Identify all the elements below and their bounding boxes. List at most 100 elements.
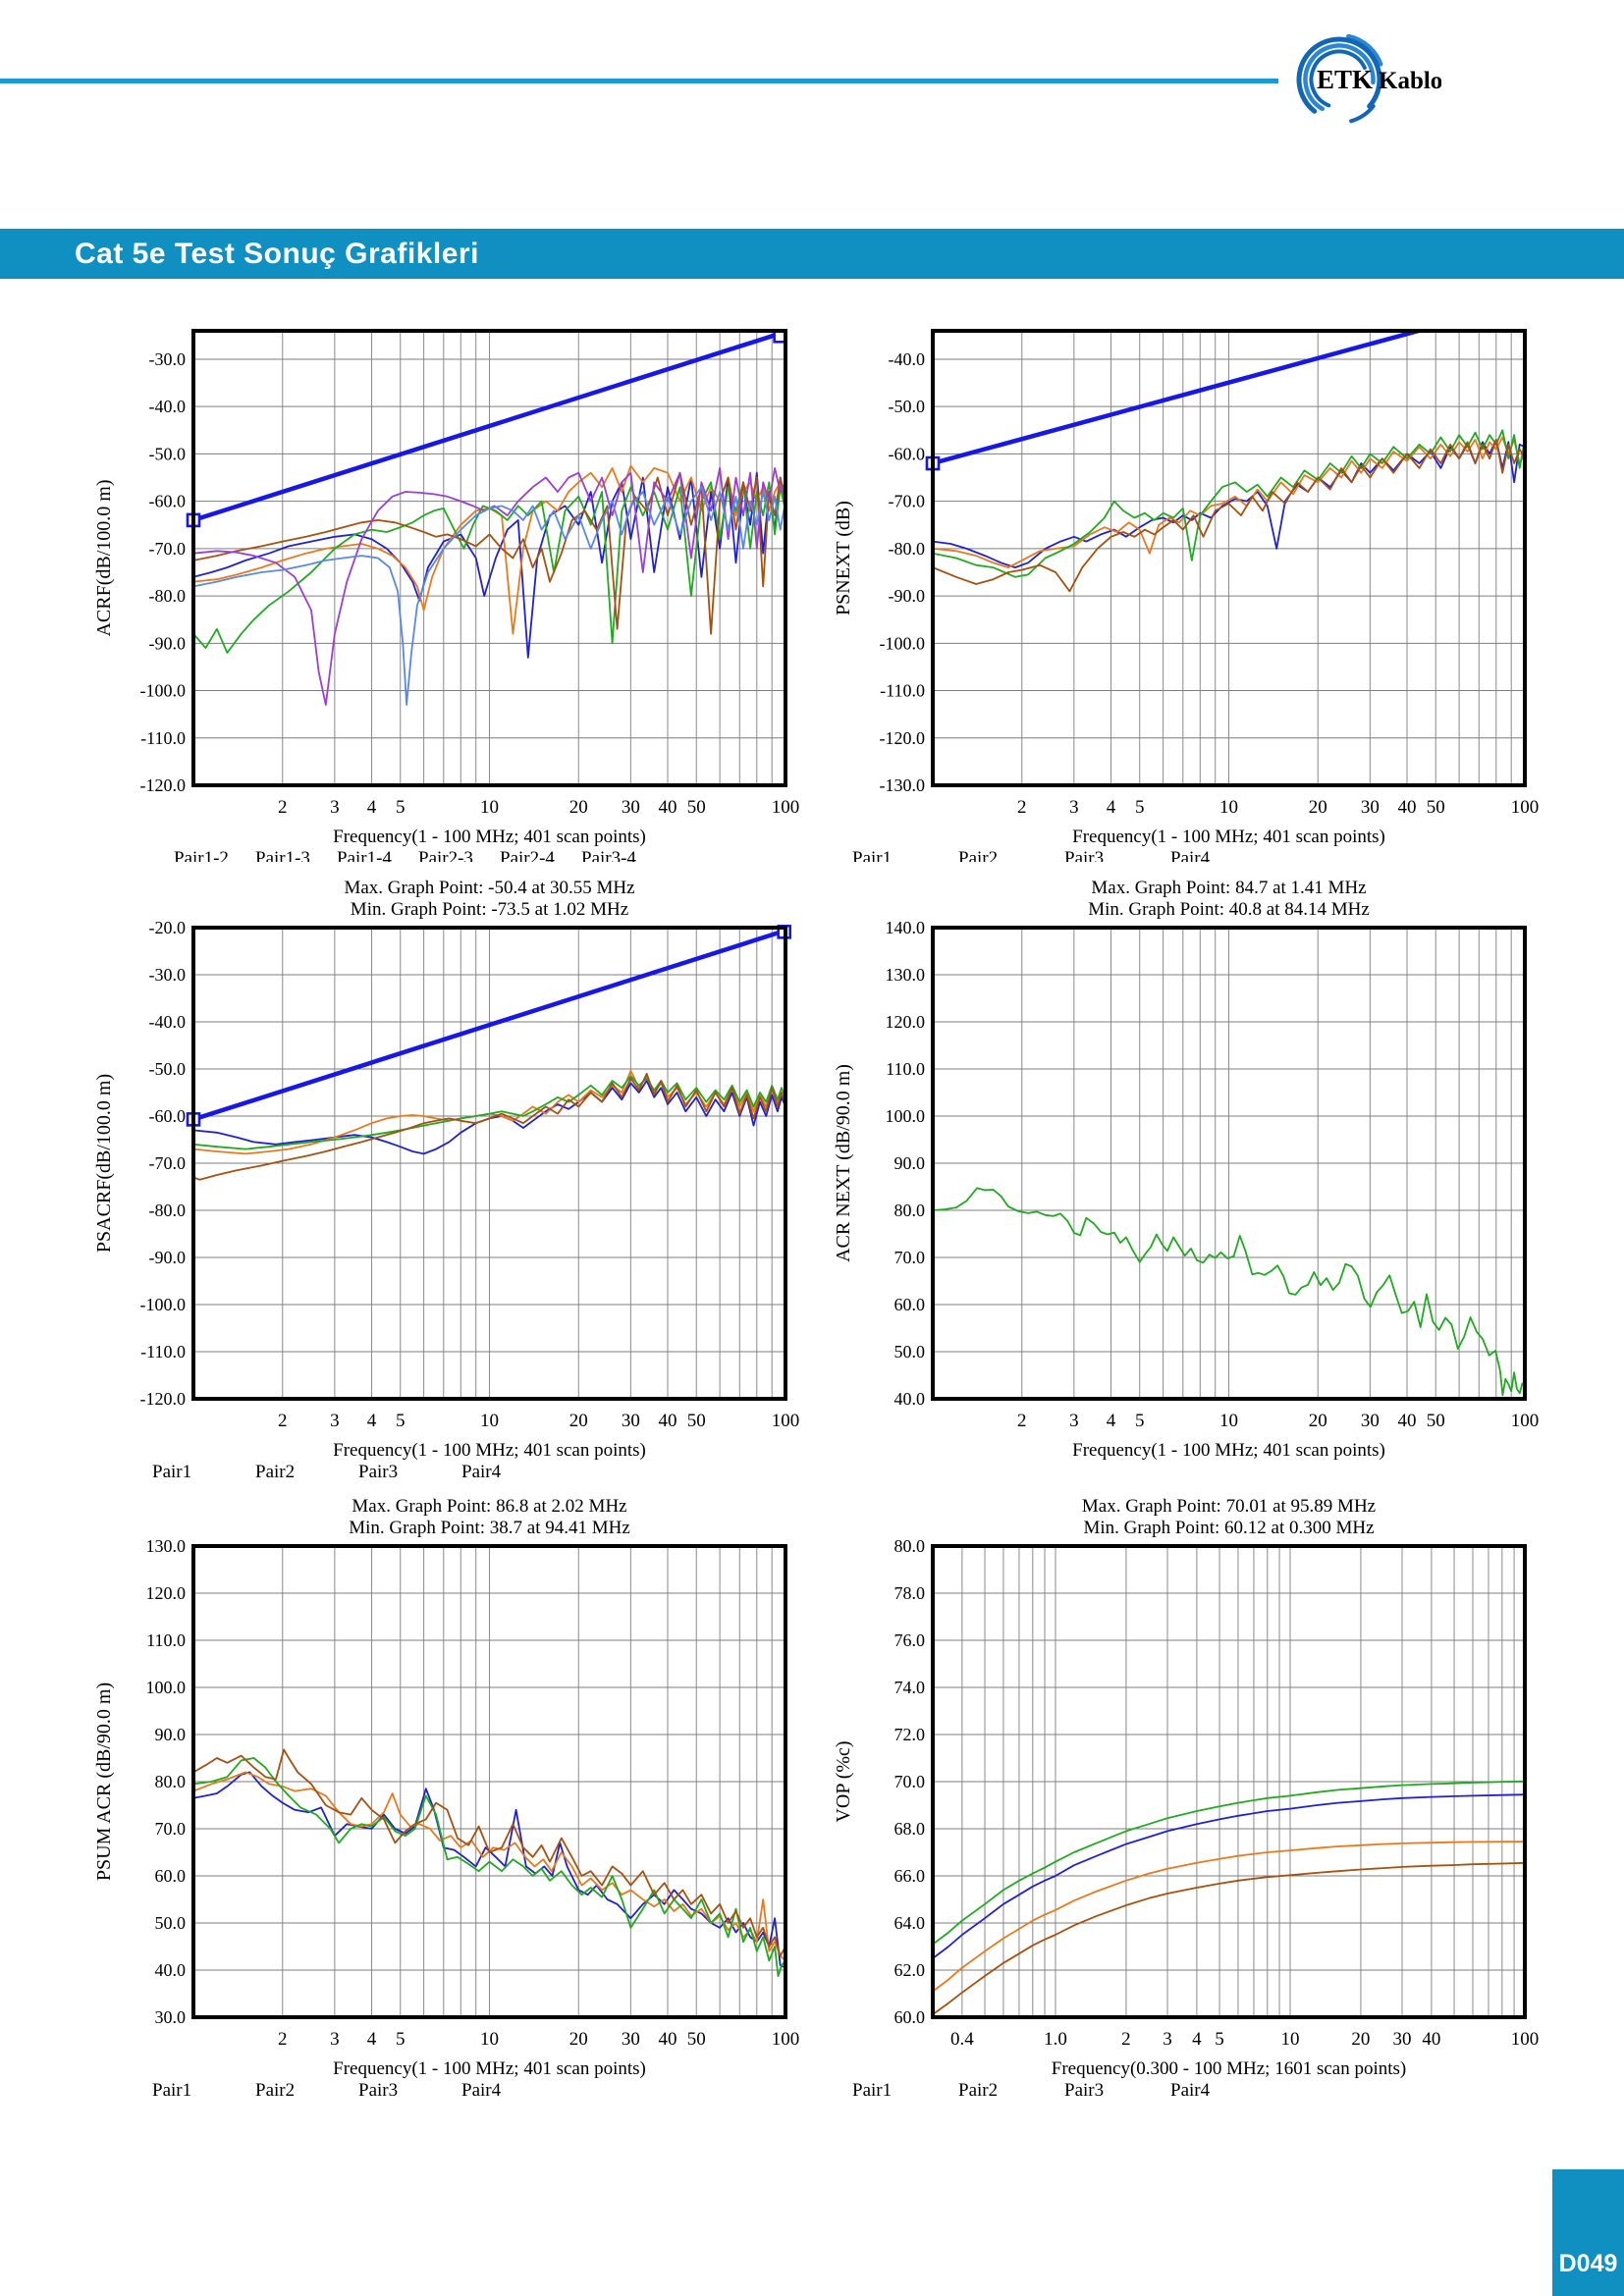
y-tick-label: 66.0 xyxy=(894,1866,926,1886)
x-tick-label: 50 xyxy=(687,2029,706,2050)
y-tick-label: -110.0 xyxy=(140,1342,186,1362)
x-tick-label: 100 xyxy=(1511,2029,1540,2050)
x-tick-label: 3 xyxy=(330,2029,340,2050)
etk-kablo-logo-svg: ETK Kablo xyxy=(1292,32,1442,127)
x-tick-label: 4 xyxy=(1107,1411,1116,1431)
header-rule xyxy=(0,79,1278,83)
x-tick-label: 3 xyxy=(330,797,340,818)
x-tick-label: 2 xyxy=(1017,797,1027,818)
series-group xyxy=(193,928,785,1181)
x-axis-label: Frequency(1 - 100 MHz; 401 scan points) xyxy=(1072,1440,1385,1461)
x-tick-label: 4 xyxy=(1192,2029,1202,2050)
chart-psacrf: Max. Graph Point: -50.4 at 30.55 MHz Min.… xyxy=(59,864,800,1484)
legend-item-pair2: Pair2 xyxy=(958,2080,998,2101)
plot-frame xyxy=(931,1544,1527,2019)
x-tick-label: 40 xyxy=(1422,2029,1440,2050)
x-tick-label: 5 xyxy=(1135,1411,1145,1431)
y-tick-label: 70.0 xyxy=(894,1772,926,1791)
y-tick-label: 90.0 xyxy=(155,1725,187,1744)
x-tick-label: 20 xyxy=(569,797,588,818)
y-tick-label: 140.0 xyxy=(886,918,926,937)
x-tick-label: 20 xyxy=(1309,1411,1327,1431)
x-tick-label: 5 xyxy=(396,1411,406,1431)
series-group xyxy=(193,1748,785,1978)
limit-line xyxy=(193,928,785,1122)
x-tick-label: 10 xyxy=(1219,797,1238,818)
series-group xyxy=(933,1780,1525,2015)
x-tick-label: 100 xyxy=(772,2029,800,2050)
y-tick-label: 60.0 xyxy=(894,2007,926,2027)
legend-item-pair2: Pair2 xyxy=(255,1462,295,1482)
series-pair4 xyxy=(193,1748,785,1957)
x-tick-label: 4 xyxy=(367,2029,377,2050)
series-group xyxy=(933,331,1525,593)
x-tick-label: 20 xyxy=(569,2029,588,2050)
x-tick-label: 20 xyxy=(1309,797,1327,818)
legend-item-pair1: Pair1 xyxy=(152,1462,191,1482)
legend-item-pair2-4: Pair2-4 xyxy=(500,848,555,862)
section-banner: Cat 5e Test Sonuç Grafikleri xyxy=(0,229,1624,279)
x-tick-label: 30 xyxy=(1361,797,1380,818)
x-tick-label: 1.0 xyxy=(1044,2029,1067,2050)
legend-item-pair4: Pair4 xyxy=(461,1462,502,1482)
x-tick-label: 3 xyxy=(1163,2029,1172,2050)
y-tick-label: -120.0 xyxy=(880,728,926,748)
x-tick-label: 3 xyxy=(1069,1411,1079,1431)
y-tick-label: -100.0 xyxy=(140,1295,187,1314)
chart-title-line: Max. Graph Point: -50.4 at 30.55 MHz xyxy=(344,878,634,898)
y-tick-label: 80.0 xyxy=(155,1772,187,1791)
y-tick-label: -60.0 xyxy=(149,1106,187,1126)
series-group xyxy=(933,1187,1525,1397)
y-tick-label: 80.0 xyxy=(894,1201,926,1220)
x-tick-label: 40 xyxy=(659,1411,677,1431)
series-pair3 xyxy=(933,1780,1525,1946)
y-tick-label: -80.0 xyxy=(149,1201,187,1220)
limit-line xyxy=(933,331,1428,466)
x-tick-label: 30 xyxy=(1361,1411,1380,1431)
x-tick-label: 40 xyxy=(659,2029,677,2050)
plot-frame xyxy=(931,329,1527,787)
x-tick-label: 4 xyxy=(1107,797,1116,818)
y-tick-label: 40.0 xyxy=(155,1960,187,1980)
y-tick-label: -50.0 xyxy=(889,397,926,416)
x-tick-label: 10 xyxy=(480,1411,499,1431)
y-axis-label: PSUM ACR (dB/90.0 m) xyxy=(93,1682,115,1881)
y-tick-label: -60.0 xyxy=(149,492,187,511)
x-tick-label: 5 xyxy=(1215,2029,1224,2050)
x-tick-label: 100 xyxy=(772,797,800,818)
y-tick-label: 130.0 xyxy=(146,1536,187,1556)
series-pair2 xyxy=(933,1841,1525,1993)
x-tick-label: 4 xyxy=(367,1411,377,1431)
x-axis-label: Frequency(1 - 100 MHz; 401 scan points) xyxy=(333,2058,646,2079)
y-tick-label: 120.0 xyxy=(146,1583,187,1603)
chart-vop: Max. Graph Point: 70.01 at 95.89 MHz Min.… xyxy=(798,1482,1540,2103)
gridlines xyxy=(933,1546,1525,2017)
plot-frame xyxy=(191,926,787,1401)
y-tick-label: -60.0 xyxy=(889,444,926,463)
chart-title-line: Max. Graph Point: 84.7 at 1.41 MHz xyxy=(1091,878,1366,898)
series-pair4 xyxy=(933,1861,1525,2015)
y-tick-label: -20.0 xyxy=(149,918,187,937)
chart-title-line: Max. Graph Point: 70.01 at 95.89 MHz xyxy=(1082,1496,1376,1517)
x-tick-label: 100 xyxy=(1511,797,1540,818)
x-tick-label: 50 xyxy=(687,797,706,818)
y-axis-label: VOP (%c) xyxy=(833,1740,854,1822)
x-tick-label: 10 xyxy=(1219,1411,1238,1431)
y-axis-label: PSNEXT (dB) xyxy=(833,501,854,615)
x-tick-label: 40 xyxy=(659,797,677,818)
y-tick-label: -100.0 xyxy=(880,633,926,653)
page-code-badge: D049 xyxy=(1552,2169,1624,2296)
y-tick-label: 64.0 xyxy=(894,1913,926,1933)
y-tick-label: -30.0 xyxy=(149,965,187,985)
series-pair1 xyxy=(193,1771,785,1969)
y-tick-label: -50.0 xyxy=(149,444,187,463)
x-tick-label: 4 xyxy=(367,797,377,818)
chart-title-line: Min. Graph Point: 60.12 at 0.300 MHz xyxy=(1083,1518,1374,1538)
y-tick-label: -80.0 xyxy=(889,539,926,559)
y-tick-label: 120.0 xyxy=(886,1012,926,1032)
y-tick-label: 30.0 xyxy=(155,2007,187,2027)
legend-item-pair1-2: Pair1-2 xyxy=(174,848,229,862)
x-tick-label: 50 xyxy=(1427,1411,1445,1431)
y-tick-label: -100.0 xyxy=(140,681,187,701)
